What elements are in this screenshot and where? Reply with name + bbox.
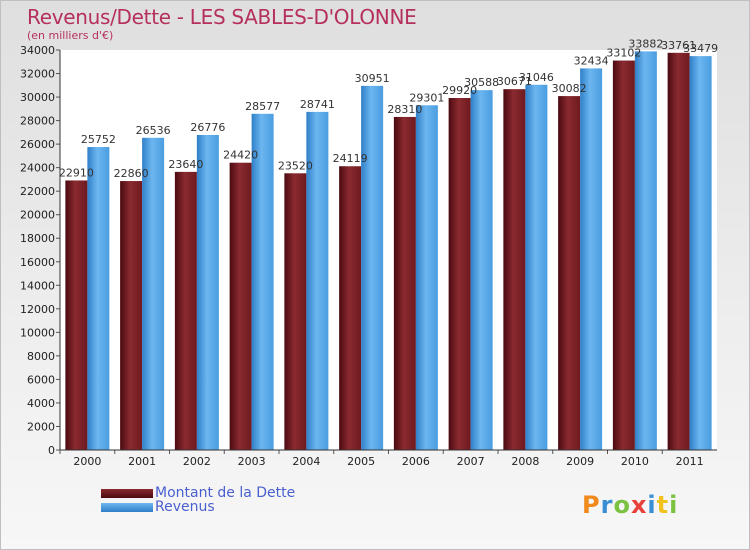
data-label-dette-2003: 24420 [223,149,258,162]
plot-area [60,50,717,450]
x-tick-label: 2005 [347,455,375,468]
data-label-revenus-2011: 33479 [683,42,718,55]
data-label-dette-2000: 22910 [59,166,94,179]
bar-revenus-2001 [142,137,165,450]
bar-dette-2005 [339,166,362,450]
y-tick-label: 26000 [20,138,55,151]
data-label-dette-2011: 33761 [661,39,696,52]
legend-label-revenus: Revenus [155,499,215,515]
y-tick-label: 2000 [27,420,55,433]
bar-dette-2003 [229,162,252,451]
bar-revenus-2005 [361,85,384,450]
bar-revenus-2008 [525,84,548,451]
data-label-dette-2005: 24119 [333,152,368,165]
data-label-revenus-2002: 26776 [190,121,225,134]
data-label-dette-2010: 33102 [606,47,641,60]
data-label-revenus-2000: 25752 [81,133,116,146]
x-tick-label: 2004 [292,455,320,468]
y-tick-label: 16000 [20,256,55,269]
y-tick-label: 4000 [27,397,55,410]
bar-revenus-2006 [415,105,438,451]
y-tick-label: 6000 [27,373,55,386]
data-label-dette-2008: 30671 [497,75,532,88]
bar-revenus-2002 [196,134,219,451]
x-tick-label: 2006 [402,455,430,468]
data-label-revenus-2005: 30951 [355,72,390,85]
data-label-revenus-2007: 30588 [464,76,499,89]
chart-subtitle: (en milliers d'€) [27,29,114,42]
y-tick-label: 20000 [20,209,55,222]
bar-revenus-2004 [306,111,329,450]
bar-revenus-2009 [580,68,603,451]
x-tick-label: 2009 [566,455,594,468]
y-tick-label: 28000 [20,115,55,128]
y-tick-label: 14000 [20,279,55,292]
bar-dette-2007 [448,98,471,450]
bar-revenus-2010 [634,51,657,450]
x-tick-label: 2007 [457,455,485,468]
y-tick-label: 18000 [20,232,55,245]
data-label-revenus-2010: 33882 [628,37,663,50]
data-label-revenus-2009: 32434 [574,54,609,67]
proxiti-logo: Proxiti [582,491,679,519]
data-label-dette-2009: 30082 [552,82,587,95]
chart-title: Revenus/Dette - LES SABLES-D'OLONNE [27,5,417,29]
data-label-revenus-2006: 29301 [409,91,444,104]
bar-dette-2002 [174,171,197,450]
bar-dette-2006 [393,116,416,451]
bar-dette-2010 [612,60,635,451]
x-tick-label: 2000 [73,455,101,468]
data-label-revenus-2003: 28577 [245,100,280,113]
bar-revenus-2000 [87,147,110,451]
data-label-dette-2002: 23640 [168,158,203,171]
x-tick-label: 2003 [238,455,266,468]
y-tick-label: 12000 [20,303,55,316]
x-tick-label: 2011 [676,455,704,468]
bar-dette-2011 [667,52,690,450]
y-tick-label: 10000 [20,326,55,339]
x-tick-label: 2008 [511,455,539,468]
bar-revenus-2007 [470,90,493,450]
data-label-dette-2007: 29920 [442,84,477,97]
data-label-revenus-2004: 28741 [300,98,335,111]
y-tick-label: 32000 [20,68,55,81]
bar-dette-2004 [284,173,307,450]
bar-revenus-2011 [689,56,712,450]
y-tick-label: 0 [48,444,55,457]
legend-swatch-dette [101,489,153,498]
bar-dette-2000 [65,180,88,450]
bar-dette-2008 [503,89,526,450]
y-tick-label: 22000 [20,185,55,198]
y-tick-label: 24000 [20,162,55,175]
bar-revenus-2003 [251,113,274,451]
y-tick-label: 30000 [20,91,55,104]
bar-dette-2009 [558,96,581,450]
x-tick-label: 2010 [621,455,649,468]
x-tick-label: 2002 [183,455,211,468]
data-label-dette-2001: 22860 [114,167,149,180]
legend-label-dette: Montant de la Dette [155,485,296,501]
x-tick-label: 2001 [128,455,156,468]
legend-swatch-revenus [101,503,153,512]
bar-dette-2001 [120,181,143,450]
data-label-revenus-2008: 31046 [519,71,554,84]
data-label-revenus-2001: 26536 [136,124,171,137]
data-label-dette-2004: 23520 [278,159,313,172]
y-tick-label: 34000 [20,44,55,57]
y-tick-label: 8000 [27,350,55,363]
data-label-dette-2006: 28310 [387,103,422,116]
